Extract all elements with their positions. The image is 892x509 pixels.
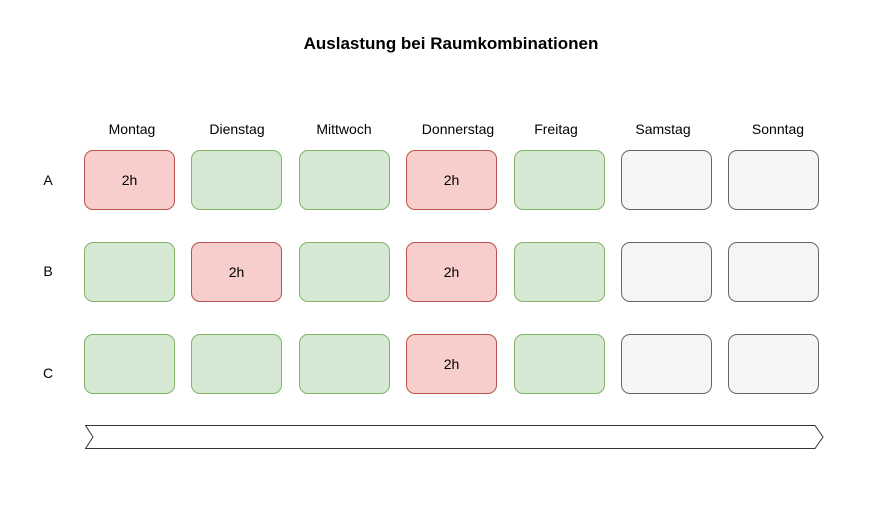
timeline-arrow [85, 425, 824, 449]
timeline-arrow-shape [85, 425, 824, 449]
day-label-freitag: Freitag [534, 121, 578, 137]
cell-c-montag [84, 334, 175, 394]
cell-b-dienstag: 2h [191, 242, 282, 302]
cell-c-donnerstag: 2h [406, 334, 497, 394]
day-label-donnerstag: Donnerstag [421, 121, 495, 137]
cell-a-montag: 2h [84, 150, 175, 210]
cell-c-mittwoch [299, 334, 390, 394]
cell-a-donnerstag: 2h [406, 150, 497, 210]
day-label-mittwoch: Mittwoch [316, 121, 372, 137]
cell-c-freitag [514, 334, 605, 394]
day-label-dienstag: Dienstag [209, 121, 265, 137]
cell-a-dienstag [191, 150, 282, 210]
cell-c-dienstag [191, 334, 282, 394]
cell-a-freitag [514, 150, 605, 210]
room-label-b: B [43, 263, 53, 279]
cell-b-donnerstag: 2h [406, 242, 497, 302]
cell-c-samstag [621, 334, 712, 394]
room-label-a: A [43, 172, 53, 188]
room-label-c: C [42, 365, 54, 381]
day-label-montag: Montag [108, 121, 156, 137]
cell-a-mittwoch [299, 150, 390, 210]
cell-c-sonntag [728, 334, 819, 394]
cell-b-mittwoch [299, 242, 390, 302]
cell-a-samstag [621, 150, 712, 210]
day-label-sonntag: Sonntag [751, 121, 805, 137]
cell-b-freitag [514, 242, 605, 302]
day-label-samstag: Samstag [635, 121, 691, 137]
cell-b-sonntag [728, 242, 819, 302]
cell-a-sonntag [728, 150, 819, 210]
diagram-title: Auslastung bei Raumkombinationen [303, 34, 599, 53]
cell-b-samstag [621, 242, 712, 302]
cell-b-montag [84, 242, 175, 302]
